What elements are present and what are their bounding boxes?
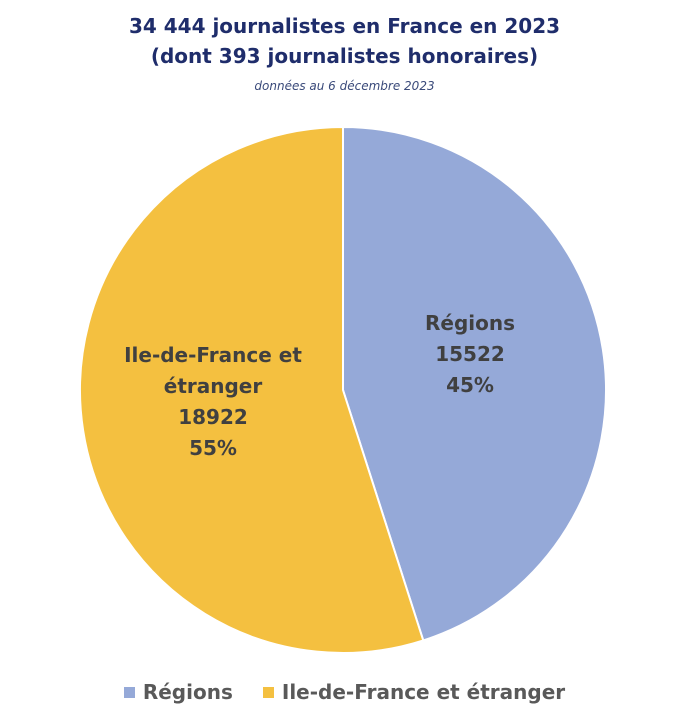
legend-item-idf: Ile-de-France et étranger [262,680,566,704]
slice-label: 15522 [435,342,505,366]
slice-label: 45% [446,373,494,397]
legend-label: Ile-de-France et étranger [281,680,566,704]
slice-label: Régions [425,311,515,335]
chart-title: 34 444 journalistes en France en 2023 [128,14,561,38]
pie-slice-0 [342,125,607,642]
chart-subtitle: données au 6 décembre 2023 [254,79,435,93]
legend-item-regions: Régions [123,680,233,704]
slice-label: Ile-de-France et [124,343,302,367]
legend-swatch [123,686,135,698]
legend-label: Régions [142,680,233,704]
chart-title-line2: (dont 393 journalistes honoraires) [150,44,539,68]
slice-label: 18922 [178,405,248,429]
pie-slice-1 [79,125,425,654]
legend: Régions Ile-de-France et étranger [0,680,689,704]
slice-label: 55% [189,436,237,460]
legend-swatch [262,686,274,698]
slice-label: étranger [164,374,263,398]
